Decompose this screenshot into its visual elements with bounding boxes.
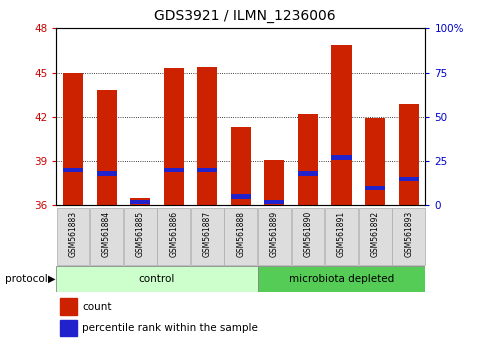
Text: GSM561891: GSM561891 bbox=[336, 211, 346, 257]
FancyBboxPatch shape bbox=[157, 208, 190, 265]
Text: protocol: protocol bbox=[5, 274, 47, 284]
FancyBboxPatch shape bbox=[56, 266, 257, 292]
Text: count: count bbox=[82, 302, 111, 312]
FancyBboxPatch shape bbox=[257, 266, 425, 292]
Bar bbox=[163, 168, 183, 172]
Bar bbox=[197, 67, 217, 205]
Bar bbox=[264, 200, 284, 204]
FancyBboxPatch shape bbox=[57, 208, 89, 265]
Text: GSM561892: GSM561892 bbox=[370, 211, 379, 257]
Text: GSM561885: GSM561885 bbox=[135, 211, 144, 257]
Text: GSM561893: GSM561893 bbox=[403, 211, 412, 257]
FancyBboxPatch shape bbox=[90, 208, 123, 265]
Bar bbox=[398, 104, 418, 205]
Text: GSM561887: GSM561887 bbox=[203, 211, 211, 257]
Bar bbox=[297, 114, 317, 205]
Bar bbox=[130, 200, 150, 204]
Bar bbox=[364, 185, 385, 190]
FancyBboxPatch shape bbox=[123, 208, 156, 265]
FancyBboxPatch shape bbox=[258, 208, 290, 265]
Text: microbiota depleted: microbiota depleted bbox=[288, 274, 393, 284]
FancyBboxPatch shape bbox=[291, 208, 324, 265]
Bar bbox=[331, 155, 351, 160]
Text: GSM561886: GSM561886 bbox=[169, 211, 178, 257]
Text: GSM561883: GSM561883 bbox=[68, 211, 78, 257]
FancyBboxPatch shape bbox=[358, 208, 391, 265]
Bar bbox=[60, 298, 77, 315]
Text: percentile rank within the sample: percentile rank within the sample bbox=[82, 323, 258, 333]
Text: GDS3921 / ILMN_1236006: GDS3921 / ILMN_1236006 bbox=[153, 9, 335, 23]
Bar bbox=[63, 168, 83, 172]
Bar bbox=[130, 198, 150, 205]
Bar bbox=[96, 171, 117, 176]
Bar bbox=[96, 90, 117, 205]
FancyBboxPatch shape bbox=[325, 208, 357, 265]
Bar bbox=[197, 168, 217, 172]
FancyBboxPatch shape bbox=[224, 208, 257, 265]
Text: GSM561884: GSM561884 bbox=[102, 211, 111, 257]
Text: GSM561890: GSM561890 bbox=[303, 211, 312, 257]
Bar bbox=[398, 177, 418, 181]
Text: ▶: ▶ bbox=[47, 274, 55, 284]
Bar bbox=[230, 194, 250, 199]
Bar bbox=[297, 171, 317, 176]
Bar bbox=[163, 68, 183, 205]
Bar bbox=[60, 320, 77, 336]
FancyBboxPatch shape bbox=[391, 208, 424, 265]
Text: GSM561889: GSM561889 bbox=[269, 211, 278, 257]
Text: control: control bbox=[139, 274, 175, 284]
Bar bbox=[230, 127, 250, 205]
Bar bbox=[63, 73, 83, 205]
Bar bbox=[331, 45, 351, 205]
Bar bbox=[264, 160, 284, 205]
FancyBboxPatch shape bbox=[190, 208, 223, 265]
Text: GSM561888: GSM561888 bbox=[236, 211, 245, 257]
Bar bbox=[364, 118, 385, 205]
